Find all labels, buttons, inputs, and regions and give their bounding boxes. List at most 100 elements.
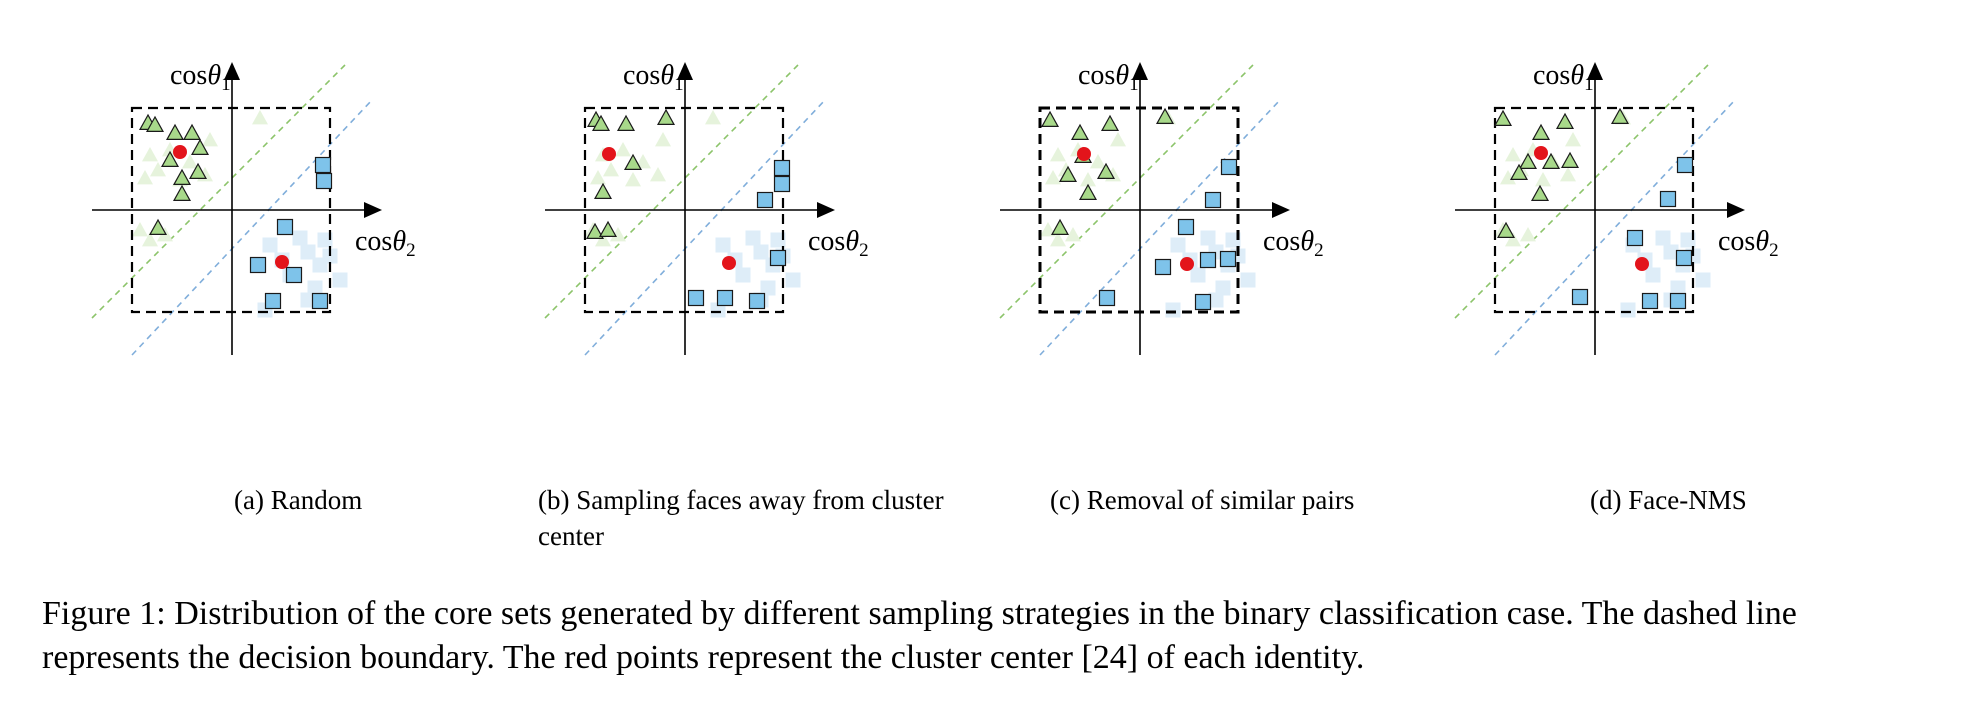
square-sample bbox=[1199, 251, 1217, 269]
x-axis-label: cosθ2 bbox=[808, 226, 869, 261]
square-sample bbox=[1571, 288, 1589, 306]
triangle-sample bbox=[1096, 162, 1116, 180]
y-axis-arrow bbox=[1587, 62, 1603, 80]
square-sample bbox=[687, 289, 705, 307]
ghost-square bbox=[1240, 272, 1256, 288]
triangle-sample bbox=[1040, 110, 1060, 128]
ghost-triangle bbox=[1535, 172, 1551, 187]
ghost-triangle bbox=[137, 170, 153, 185]
y-axis-label: cosθ1 bbox=[1533, 60, 1594, 95]
square-sample bbox=[773, 175, 791, 193]
square-sample bbox=[1098, 289, 1116, 307]
x-axis-label: cosθ2 bbox=[1718, 226, 1779, 261]
triangle-sample bbox=[145, 115, 165, 133]
ghost-triangle bbox=[1090, 154, 1106, 169]
ghost-triangle bbox=[142, 147, 158, 162]
triangle-sample bbox=[1530, 184, 1550, 201]
triangle-sample bbox=[1518, 152, 1538, 170]
dashed-bounding-box bbox=[583, 106, 785, 314]
cluster-center-2 bbox=[1635, 257, 1649, 271]
square-sample bbox=[769, 249, 787, 267]
y-axis-arrow bbox=[224, 62, 240, 80]
ghost-triangle bbox=[142, 232, 158, 247]
ghost-triangle bbox=[615, 142, 631, 157]
x-axis-label: cosθ2 bbox=[1263, 226, 1324, 261]
ghost-square bbox=[1190, 267, 1206, 283]
ghost-square bbox=[770, 232, 786, 248]
ghost-triangle bbox=[1050, 147, 1066, 162]
boundary-line-green bbox=[999, 64, 1254, 319]
panel-removal-similar-plot: cosθ1 cosθ2 bbox=[999, 60, 1324, 356]
triangle-sample bbox=[616, 114, 636, 132]
triangle-sample bbox=[585, 222, 605, 239]
figure-caption: Figure 1: Distribution of the core sets … bbox=[42, 595, 1797, 676]
square-sample bbox=[276, 218, 294, 236]
ghost-triangle bbox=[150, 162, 166, 177]
square-sample bbox=[1641, 292, 1659, 310]
dashed-bounding-box bbox=[1038, 106, 1240, 314]
ghost-square bbox=[262, 237, 278, 253]
y-axis-label: cosθ1 bbox=[170, 60, 231, 95]
y-axis-arrow bbox=[677, 62, 693, 80]
ghost-triangle bbox=[650, 167, 666, 182]
boundary-line-green bbox=[91, 64, 346, 319]
triangle-sample bbox=[1070, 123, 1090, 141]
ghost-square bbox=[715, 237, 731, 253]
triangle-sample bbox=[1496, 221, 1516, 238]
square-sample bbox=[315, 172, 333, 190]
ghost-triangle bbox=[1065, 227, 1081, 242]
ghost-square bbox=[307, 280, 323, 296]
subcaption-a: (a) Random bbox=[234, 485, 363, 515]
boundary-line-green bbox=[1454, 64, 1709, 319]
triangle-sample bbox=[190, 138, 210, 156]
ghost-triangle bbox=[132, 222, 148, 237]
dashed-bounding-box bbox=[130, 106, 332, 314]
square-sample bbox=[1204, 191, 1222, 209]
square-sample bbox=[1219, 250, 1237, 268]
ghost-triangle bbox=[655, 132, 671, 147]
triangle-sample bbox=[160, 150, 180, 168]
square-sample bbox=[311, 292, 329, 310]
subcaption-b: (b) Sampling faces away from cluster cen… bbox=[538, 485, 944, 551]
ghost-triangle bbox=[595, 232, 611, 247]
square-sample bbox=[285, 266, 303, 284]
square-sample bbox=[1194, 293, 1212, 311]
ghost-square bbox=[1620, 302, 1636, 318]
triangle-sample bbox=[591, 114, 611, 132]
square-sample bbox=[748, 292, 766, 310]
triangle-sample bbox=[172, 168, 192, 186]
ghost-triangle bbox=[1505, 232, 1521, 247]
ghost-triangle bbox=[705, 110, 721, 125]
triangle-sample bbox=[188, 162, 208, 180]
ghost-square bbox=[300, 292, 316, 308]
x-axis-arrow bbox=[1727, 202, 1745, 218]
ghost-triangle bbox=[1050, 232, 1066, 247]
cluster-center-1 bbox=[1534, 146, 1548, 160]
triangle-sample bbox=[1058, 165, 1078, 183]
cluster-center-1 bbox=[173, 145, 187, 159]
triangle-sample bbox=[1050, 218, 1070, 235]
ghost-square bbox=[292, 230, 308, 246]
ghost-square bbox=[735, 267, 751, 283]
square-sample bbox=[756, 191, 774, 209]
x-axis-arrow bbox=[817, 202, 835, 218]
ghost-square bbox=[1645, 267, 1661, 283]
ghost-square bbox=[1670, 280, 1686, 296]
ghost-triangle bbox=[1565, 132, 1581, 147]
cluster-center-2 bbox=[1180, 257, 1194, 271]
triangle-sample bbox=[182, 123, 202, 141]
ghost-square bbox=[317, 232, 333, 248]
ghost-triangle bbox=[603, 162, 619, 177]
triangle-sample bbox=[1078, 183, 1098, 200]
cluster-center-1 bbox=[1077, 147, 1091, 161]
subcaption-c: (c) Removal of similar pairs bbox=[1050, 485, 1355, 515]
square-sample bbox=[1220, 158, 1238, 176]
square-sample bbox=[1626, 229, 1644, 247]
triangle-sample bbox=[656, 108, 676, 126]
triangle-sample bbox=[593, 182, 613, 199]
ghost-triangle bbox=[1040, 222, 1056, 237]
square-sample bbox=[1154, 258, 1172, 276]
square-sample bbox=[773, 159, 791, 177]
dashed-bounding-box bbox=[1493, 106, 1695, 314]
square-sample bbox=[1676, 156, 1694, 174]
